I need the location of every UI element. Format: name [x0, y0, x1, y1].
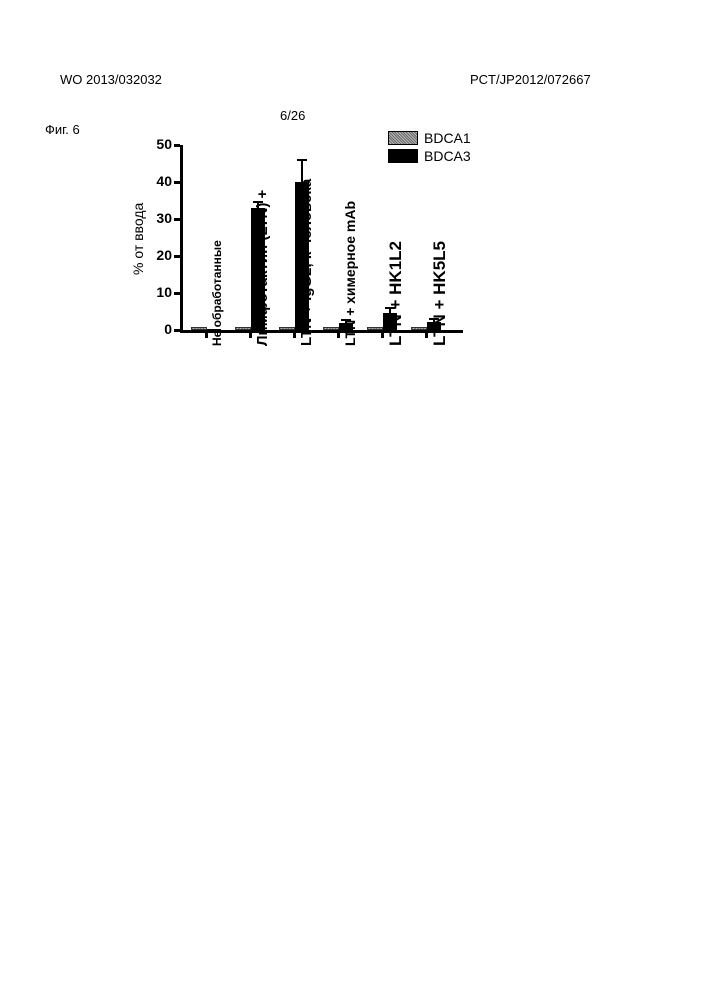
x-tick-mark — [205, 330, 208, 338]
x-axis-label: Лимфотактин (LTN) + — [254, 190, 271, 346]
legend-swatch — [388, 149, 418, 163]
bar-bdca1 — [279, 327, 295, 330]
legend-swatch — [388, 131, 418, 145]
legend: BDCA1 BDCA3 — [388, 130, 471, 166]
header-left: WO 2013/032032 — [60, 72, 162, 87]
y-tick-label: 20 — [142, 247, 172, 263]
header-right: PCT/JP2012/072667 — [470, 72, 591, 87]
bar-bdca1 — [411, 327, 427, 330]
bar-bdca1 — [235, 327, 251, 330]
x-axis-label: LTN + HK5L5 — [430, 241, 450, 346]
y-tick-label: 40 — [142, 173, 172, 189]
y-tick-label: 10 — [142, 284, 172, 300]
x-tick-mark — [381, 330, 384, 338]
y-tick-label: 50 — [142, 136, 172, 152]
x-tick-mark — [293, 330, 296, 338]
x-tick-mark — [249, 330, 252, 338]
legend-label: BDCA3 — [424, 148, 471, 164]
error-cap — [297, 159, 307, 161]
legend-label: BDCA1 — [424, 130, 471, 146]
x-axis-label: LTN + IgG2, к человека — [298, 179, 315, 346]
bar-bdca1 — [367, 327, 383, 330]
bar-bdca1 — [323, 327, 339, 330]
y-tick-label: 0 — [142, 321, 172, 337]
x-axis-label: LTN + химерное mAb — [342, 201, 358, 346]
bar-bdca1 — [191, 327, 207, 330]
x-axis-label: Не обработанные — [210, 240, 224, 346]
y-tick-label: 30 — [142, 210, 172, 226]
page: WO 2013/032032 PCT/JP2012/072667 6/26 Фи… — [0, 0, 707, 1000]
legend-item: BDCA1 — [388, 130, 471, 146]
figure-label: Фиг. 6 — [45, 122, 80, 137]
page-number: 6/26 — [280, 108, 305, 123]
x-tick-mark — [425, 330, 428, 338]
x-axis-label: LTN + HK1L2 — [386, 241, 406, 346]
legend-item: BDCA3 — [388, 148, 471, 164]
x-tick-mark — [337, 330, 340, 338]
